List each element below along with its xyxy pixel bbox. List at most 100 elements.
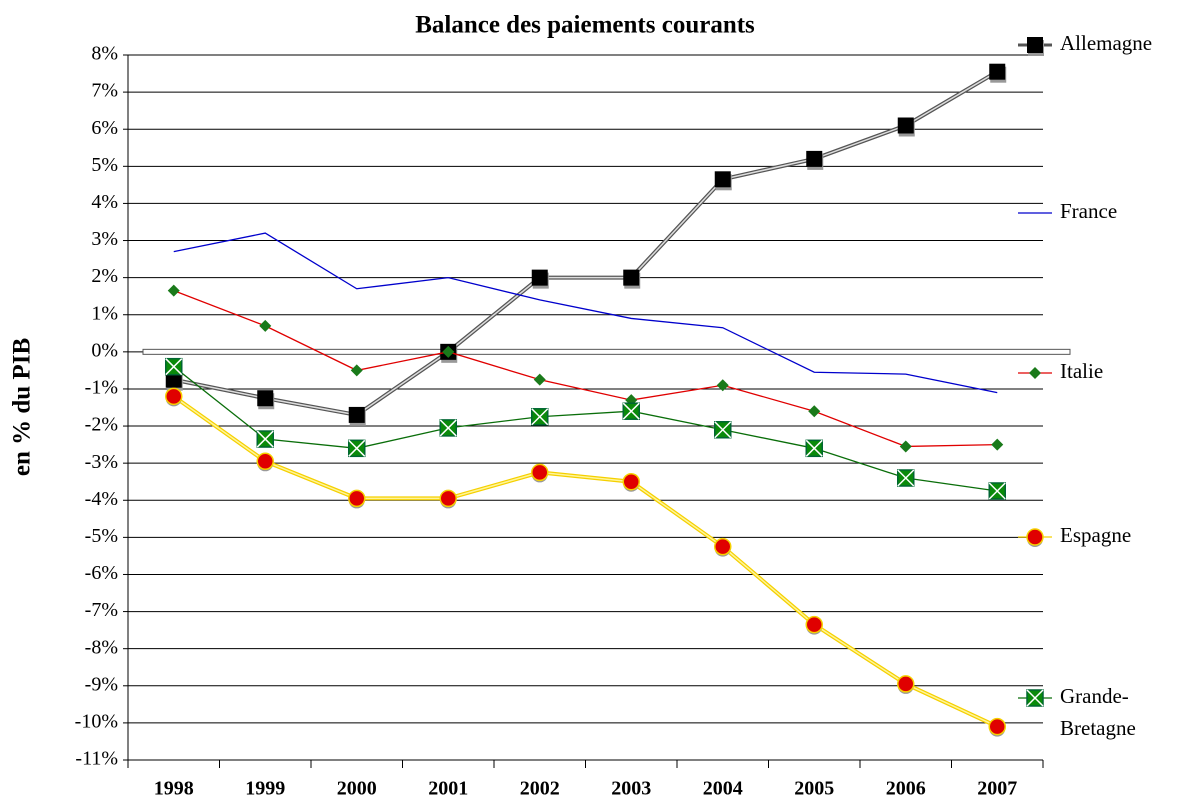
legend-marker-cross <box>1026 689 1044 707</box>
x-tick-label: 2003 <box>611 778 651 800</box>
marker-cross <box>348 439 366 457</box>
marker <box>897 117 914 134</box>
y-tick-label: -9% <box>85 673 118 695</box>
marker-cross <box>439 419 457 437</box>
y-tick-label: 1% <box>91 302 118 324</box>
marker <box>531 408 549 426</box>
marker-cross <box>805 439 823 457</box>
marker-cross <box>714 421 732 439</box>
legend-label: Espagne <box>1060 523 1131 547</box>
legend-label: Grande- Bretagne <box>1060 684 1136 740</box>
marker <box>716 379 729 392</box>
x-tick-label: 2007 <box>977 778 1017 800</box>
x-tick-label: 2006 <box>886 778 926 800</box>
marker <box>256 430 274 448</box>
legend-label-part: Bretagne <box>1060 716 1136 740</box>
marker-cross <box>531 408 549 426</box>
marker <box>350 364 363 377</box>
marker <box>439 419 457 437</box>
marker <box>531 463 549 482</box>
marker-cross <box>256 430 274 448</box>
y-tick-label: -1% <box>85 377 118 399</box>
line-highlight <box>173 395 998 728</box>
y-tick-label: -11% <box>75 748 118 770</box>
y-tick-label: 6% <box>91 117 118 139</box>
line <box>173 290 998 448</box>
marker <box>897 469 915 487</box>
y-tick-label: -4% <box>85 488 118 510</box>
marker <box>167 284 180 297</box>
legend-marker <box>1029 367 1041 379</box>
y-tick-label: -5% <box>85 525 118 547</box>
y-tick-label: -6% <box>85 562 118 584</box>
marker <box>805 615 823 634</box>
marker <box>989 63 1006 80</box>
marker <box>348 489 366 508</box>
legend-label-part: Grande- <box>1060 684 1129 708</box>
y-tick-label: -8% <box>85 636 118 658</box>
y-tick-label: 7% <box>91 80 118 102</box>
marker <box>897 675 915 693</box>
legend-label: Italie <box>1060 359 1103 383</box>
marker-cross <box>897 469 915 487</box>
marker <box>165 387 183 406</box>
x-tick-label: 2005 <box>794 778 834 800</box>
marker <box>165 357 183 376</box>
marker <box>531 269 548 286</box>
y-tick-label: 2% <box>91 265 118 287</box>
legend-marker <box>1026 689 1044 707</box>
marker <box>165 371 182 388</box>
y-axis-label: en % du PIB <box>9 338 36 476</box>
x-tick-label: 2004 <box>703 778 743 800</box>
line <box>173 366 998 492</box>
line <box>173 232 998 394</box>
line <box>172 394 999 729</box>
marker <box>899 440 912 453</box>
marker <box>714 171 731 188</box>
marker <box>533 373 546 386</box>
y-tick-label: -3% <box>85 451 118 473</box>
x-tick-label: 2000 <box>337 778 377 800</box>
marker <box>622 402 640 420</box>
legend-label: Allemagne <box>1060 31 1152 55</box>
line-highlight <box>173 71 998 416</box>
marker <box>991 438 1004 451</box>
zero-band <box>142 348 1071 355</box>
marker <box>988 482 1006 500</box>
marker-cross <box>988 482 1006 500</box>
legend-marker <box>1026 528 1044 546</box>
legend-marker <box>1027 37 1043 53</box>
x-tick-label: 1998 <box>154 778 194 800</box>
marker <box>623 269 640 286</box>
y-tick-label: 0% <box>91 339 118 361</box>
y-tick-label: -2% <box>85 414 118 436</box>
marker <box>442 345 455 358</box>
marker <box>348 439 366 458</box>
y-tick-label: -10% <box>75 710 118 732</box>
marker <box>805 439 823 458</box>
y-tick-label: 8% <box>91 43 118 65</box>
line <box>173 69 999 418</box>
y-tick-label: 4% <box>91 191 118 213</box>
marker-cross <box>622 402 640 420</box>
y-tick-label: 5% <box>91 154 118 176</box>
marker <box>257 390 274 407</box>
marker <box>714 421 732 439</box>
marker <box>259 319 272 332</box>
marker <box>988 717 1006 736</box>
x-tick-label: 2001 <box>428 778 468 800</box>
marker <box>348 406 365 423</box>
legend-label: France <box>1060 199 1117 223</box>
marker <box>808 405 821 418</box>
marker <box>622 472 640 491</box>
x-tick-label: 2002 <box>520 778 560 800</box>
y-tick-label: 3% <box>91 228 118 250</box>
marker <box>806 150 823 167</box>
x-tick-label: 1999 <box>245 778 285 800</box>
chart-title: Balance des paiements courants <box>415 12 755 39</box>
marker <box>256 452 274 471</box>
marker <box>714 537 732 556</box>
marker-cross <box>165 358 183 376</box>
y-tick-label: -7% <box>85 599 118 621</box>
